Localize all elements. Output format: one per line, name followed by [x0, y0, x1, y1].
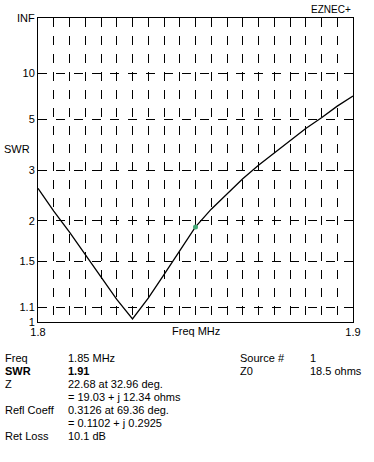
svg-text:SWR: SWR — [4, 143, 30, 155]
svg-text:1.5: 1.5 — [20, 255, 35, 267]
svg-text:1.8: 1.8 — [30, 326, 45, 338]
html-text:Source #: Source # — [240, 352, 284, 364]
html-text:1.85 MHz: 1.85 MHz — [68, 352, 116, 364]
svg-text:1.1: 1.1 — [20, 301, 35, 313]
html-text:= 19.03 + j 12.34 ohms: = 19.03 + j 12.34 ohms — [68, 391, 181, 403]
html-text:Freq: Freq — [5, 352, 28, 364]
svg-text:3: 3 — [29, 164, 35, 176]
svg-text:5: 5 — [29, 113, 35, 125]
html-text:SWR: SWR — [5, 365, 31, 377]
svg-text:Freq MHz: Freq MHz — [172, 325, 220, 337]
svg-text:INF: INF — [17, 12, 35, 24]
svg-text:1.9: 1.9 — [345, 326, 360, 338]
html-text:1: 1 — [310, 352, 317, 364]
html-text:Ret Loss: Ret Loss — [5, 430, 49, 442]
html-text:22.68 at 32.96 deg.: 22.68 at 32.96 deg. — [68, 378, 163, 390]
svg-text:EZNEC+: EZNEC+ — [311, 4, 351, 15]
html-text:0.3126 at 69.36 deg.: 0.3126 at 69.36 deg. — [68, 404, 169, 416]
html-text:Z0: Z0 — [240, 365, 253, 377]
html-text:Refl Coeff: Refl Coeff — [5, 404, 54, 416]
html-text:Z: Z — [5, 378, 12, 390]
html-text:1.91: 1.91 — [68, 365, 90, 377]
svg-text:1: 1 — [29, 316, 35, 328]
html-text:10.1 dB: 10.1 dB — [68, 430, 106, 442]
html-text:18.5 ohms: 18.5 ohms — [310, 365, 362, 377]
html-text:= 0.1102 + j 0.2925: = 0.1102 + j 0.2925 — [68, 417, 162, 429]
svg-text:2: 2 — [29, 215, 35, 227]
svg-text:10: 10 — [23, 67, 35, 79]
